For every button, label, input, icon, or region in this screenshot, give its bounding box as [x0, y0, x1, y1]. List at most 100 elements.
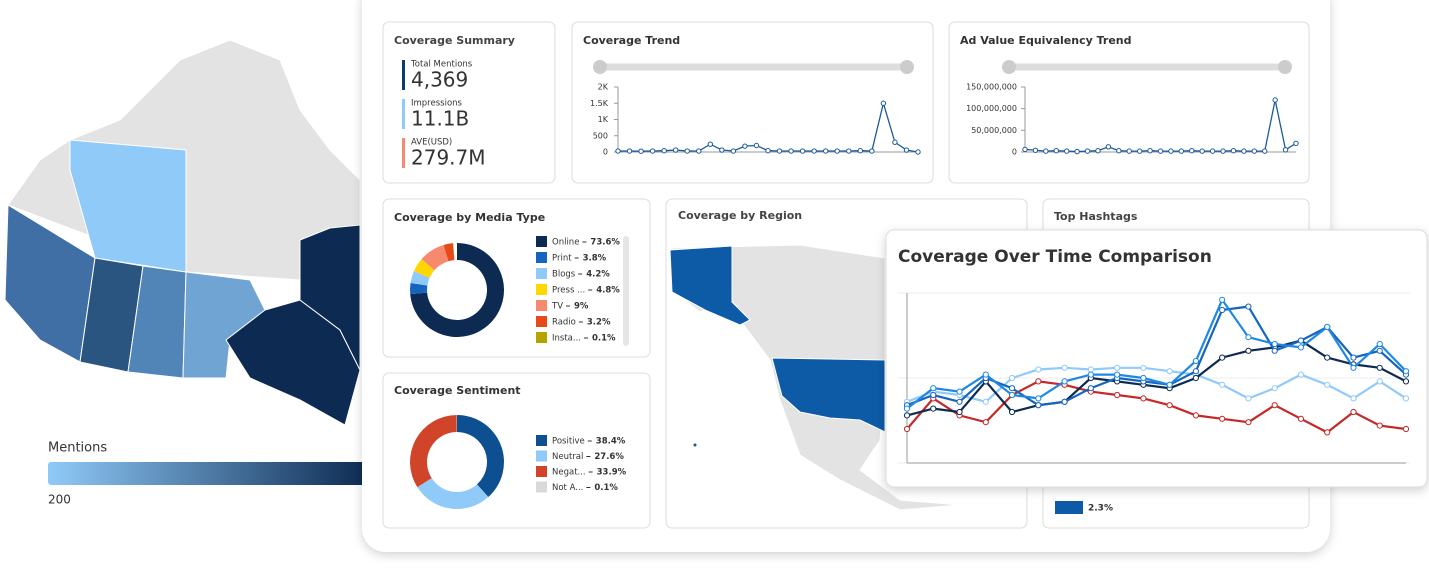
legend-swatch [536, 300, 547, 311]
point [638, 148, 644, 154]
kpi-label: Total Mentions [410, 60, 473, 70]
point [1136, 148, 1143, 154]
point [1063, 148, 1070, 154]
line [906, 297, 1407, 410]
card-title: Coverage Trend [583, 34, 680, 47]
point [982, 398, 989, 405]
legend-value: 9% [574, 302, 589, 312]
legend-swatch [1055, 501, 1083, 514]
point [1061, 364, 1068, 371]
point [1095, 148, 1101, 154]
y-tick-label: 100,000,000 [966, 104, 1017, 113]
point [1376, 422, 1383, 429]
point [1087, 371, 1094, 378]
point [956, 388, 963, 395]
point [661, 148, 667, 154]
point [1376, 347, 1383, 354]
point [1192, 374, 1199, 382]
point [1105, 144, 1112, 150]
card-title: Ad Value Equivalency Trend [960, 34, 1132, 47]
kpi-value: 11.1B [411, 107, 469, 131]
legend-label: Not A... [552, 483, 583, 493]
donut-segment [410, 243, 505, 337]
legend-value: 4.2% [586, 270, 610, 280]
point [1282, 147, 1289, 153]
kpi-bar [402, 99, 405, 129]
point [857, 148, 864, 154]
point [1402, 368, 1410, 375]
point [1199, 148, 1205, 154]
point [892, 139, 898, 145]
point [1271, 340, 1278, 348]
point [1140, 374, 1147, 382]
legend-value: 73.6% [590, 238, 620, 248]
legend-value: 33.9% [597, 468, 627, 478]
line [906, 339, 1407, 417]
point [903, 412, 911, 419]
legend-swatch [536, 332, 547, 343]
card-title: Coverage Over Time Comparison [898, 247, 1212, 267]
legend-swatch [536, 268, 547, 279]
point [930, 391, 937, 399]
point [719, 147, 725, 153]
point [776, 148, 783, 154]
legend-label: TV [551, 302, 563, 312]
donut-segment [410, 282, 428, 295]
point [1251, 148, 1258, 154]
scrollbar[interactable] [623, 236, 629, 346]
point [1209, 148, 1216, 154]
legend-label: Neutral [552, 452, 583, 462]
point [1035, 402, 1042, 409]
legend-swatch [536, 252, 547, 263]
overlay-card [885, 229, 1428, 488]
legend-value: 0.1% [592, 334, 616, 344]
legend-swatch [536, 466, 547, 477]
point [1053, 148, 1059, 154]
point [930, 405, 937, 412]
legend-value: 27.6% [594, 452, 624, 462]
kpi-bar [402, 138, 405, 168]
line [906, 366, 1407, 404]
canada-map [4, 39, 361, 426]
line [906, 380, 1407, 434]
legend-label: Blogs [552, 270, 576, 280]
donut-segment [452, 243, 455, 261]
y-tick-label: 50,000,000 [971, 126, 1017, 135]
point [1192, 368, 1199, 375]
point [1061, 398, 1068, 405]
point [1297, 415, 1305, 422]
point [1116, 148, 1122, 154]
point [1035, 366, 1042, 373]
point [730, 148, 737, 154]
point [956, 408, 963, 416]
card [382, 21, 556, 184]
y-tick-label: 1.5K [590, 99, 609, 108]
point [1032, 147, 1039, 153]
point [615, 148, 621, 154]
point [1297, 371, 1305, 378]
point [903, 425, 911, 433]
card [382, 198, 651, 358]
region-map [669, 244, 961, 511]
point [1189, 148, 1195, 154]
point [1022, 146, 1028, 153]
point [1245, 419, 1252, 426]
point [1402, 378, 1410, 385]
point [1008, 408, 1016, 416]
point [956, 398, 963, 405]
point [846, 148, 852, 154]
point [1008, 374, 1016, 382]
point [1376, 378, 1383, 385]
point [1219, 306, 1226, 314]
point [672, 147, 679, 153]
point [1402, 395, 1410, 402]
point [903, 405, 911, 412]
kpi-value: 4,369 [411, 68, 468, 92]
point [1140, 395, 1147, 402]
point [1061, 378, 1068, 385]
point [1245, 395, 1252, 402]
point [1157, 148, 1164, 154]
y-tick-label: 500 [593, 131, 608, 140]
point [834, 148, 840, 154]
